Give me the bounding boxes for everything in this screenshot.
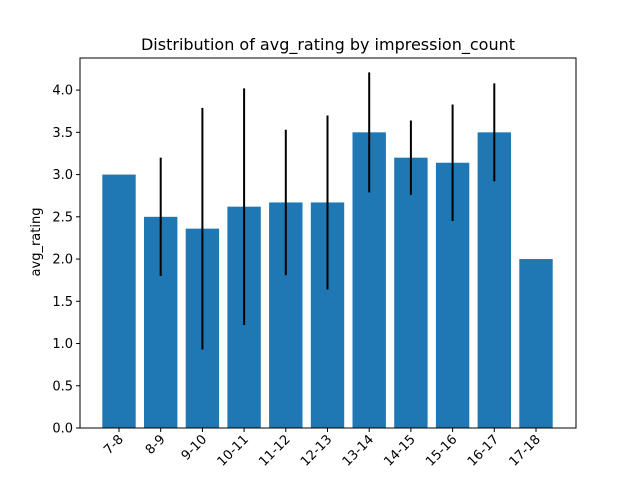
x-tick-label: 10-11: [215, 432, 252, 469]
x-tick-label: 17-18: [507, 432, 544, 469]
y-tick-label: 0.5: [52, 379, 73, 394]
y-tick-label: 0.0: [52, 422, 73, 437]
bars: [102, 132, 553, 429]
x-tick-label: 15-16: [423, 432, 460, 469]
y-tick-label: 1.0: [52, 337, 73, 352]
error-bars: [159, 72, 496, 350]
x-tick-label: 11-12: [256, 432, 293, 469]
x-tick-label: 13-14: [340, 432, 377, 469]
x-tick-label: 16-17: [465, 432, 502, 469]
y-tick-label: 4.0: [52, 84, 73, 99]
y-axis-label: avg_rating: [29, 208, 44, 277]
x-tick-label: 8-9: [143, 432, 169, 458]
x-tick-label: 14-15: [381, 432, 418, 469]
y-tick-label: 2.5: [52, 210, 73, 225]
bar-14-15: [394, 157, 428, 428]
bar-7-8: [102, 174, 136, 428]
y-tick-label: 3.5: [52, 126, 73, 141]
y-tick-label: 2.0: [52, 253, 73, 268]
chart-title: Distribution of avg_rating by impression…: [141, 35, 515, 55]
y-axis: 0.0 0.5 1.0 1.5 2.0 2.5 3.0 3.5 4.0: [52, 84, 80, 437]
y-tick-label: 3.0: [52, 168, 73, 183]
y-tick-label: 1.5: [52, 295, 73, 310]
x-axis: 7-8 8-9 9-10 10-11 11-12 12-13 13-14 14-15 15-16…: [101, 428, 544, 470]
x-tick-label: 7-8: [101, 432, 127, 458]
x-tick-label: 9-10: [179, 432, 210, 463]
bar-16-17: [477, 132, 511, 429]
bar-17-18: [519, 259, 553, 428]
x-tick-label: 12-13: [298, 432, 335, 469]
